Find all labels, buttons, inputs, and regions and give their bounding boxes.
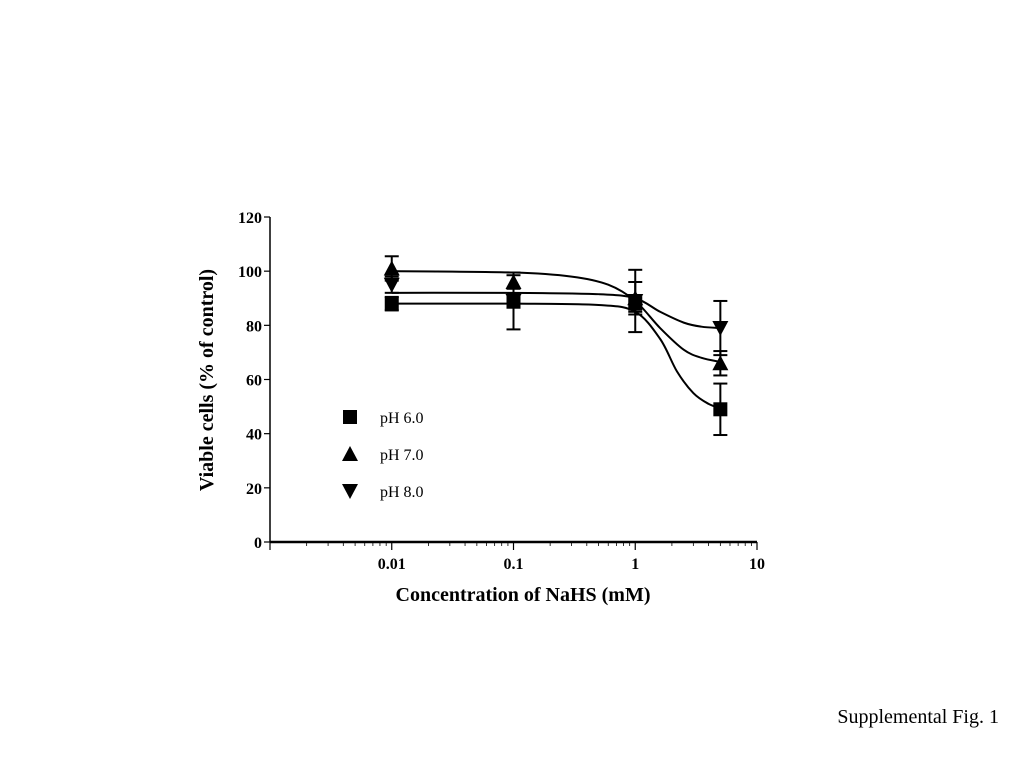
data-point-triangle-down: [383, 277, 400, 293]
data-point-triangle-down: [627, 293, 644, 309]
y-axis-title: Viable cells (% of control): [196, 269, 218, 491]
y-tick-label: 80: [246, 318, 262, 335]
y-tick-label: 60: [246, 373, 262, 390]
data-point-square: [713, 402, 728, 417]
legend-marker-square: [343, 410, 357, 424]
legend-marker-triangle-down: [342, 484, 358, 499]
legend-marker-triangle-up: [342, 446, 358, 461]
y-tick-label: 120: [238, 210, 262, 227]
x-tick-label: 1: [631, 556, 639, 573]
x-tick-label: 0.01: [378, 556, 406, 573]
fit-curve-triangle-down: [391, 291, 721, 330]
y-tick-label: 40: [246, 427, 262, 444]
data-point-triangle-up: [712, 355, 729, 371]
data-point-square: [384, 296, 399, 311]
legend: pH 6.0 pH 7.0 pH 8.0: [342, 410, 424, 501]
legend-label: pH 8.0: [380, 484, 424, 501]
x-tick-label: 0.1: [504, 556, 524, 573]
fit-curve-triangle-up: [391, 270, 721, 363]
x-tick-label: 10: [749, 556, 765, 573]
y-tick-label: 0: [254, 535, 262, 552]
data-point-triangle-down: [712, 321, 729, 337]
data-markers: [383, 260, 729, 417]
data-point-triangle-down: [505, 293, 522, 309]
error-bars: [384, 255, 728, 437]
y-tick-label: 100: [238, 264, 262, 281]
fit-curves: [391, 270, 721, 409]
data-point-triangle-up: [505, 274, 522, 289]
tick-labels: 0 20 40 60 80 100 120 0.01 0.1 1 10: [238, 210, 765, 573]
figure-caption: Supplemental Fig. 1: [837, 706, 999, 728]
y-tick-label: 20: [246, 481, 262, 498]
legend-label: pH 7.0: [380, 447, 424, 464]
x-axis-title: Concentration of NaHS (mM): [396, 584, 651, 606]
axes: [264, 216, 758, 550]
legend-label: pH 6.0: [380, 410, 424, 427]
data-point-triangle-up: [383, 260, 400, 276]
